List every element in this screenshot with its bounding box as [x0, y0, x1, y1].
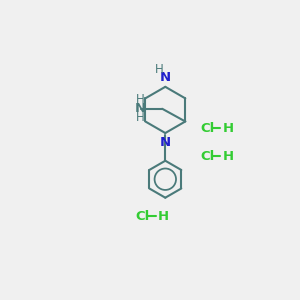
Text: H: H: [136, 94, 145, 106]
Text: H: H: [223, 122, 234, 135]
Text: Cl: Cl: [200, 150, 214, 163]
Text: Cl: Cl: [135, 210, 149, 223]
Text: N: N: [135, 102, 146, 115]
Text: N: N: [160, 71, 171, 84]
Text: N: N: [160, 136, 171, 149]
Text: H: H: [154, 63, 163, 76]
Text: H: H: [136, 111, 145, 124]
Text: H: H: [158, 210, 169, 223]
Text: Cl: Cl: [200, 122, 214, 135]
Text: H: H: [223, 150, 234, 163]
